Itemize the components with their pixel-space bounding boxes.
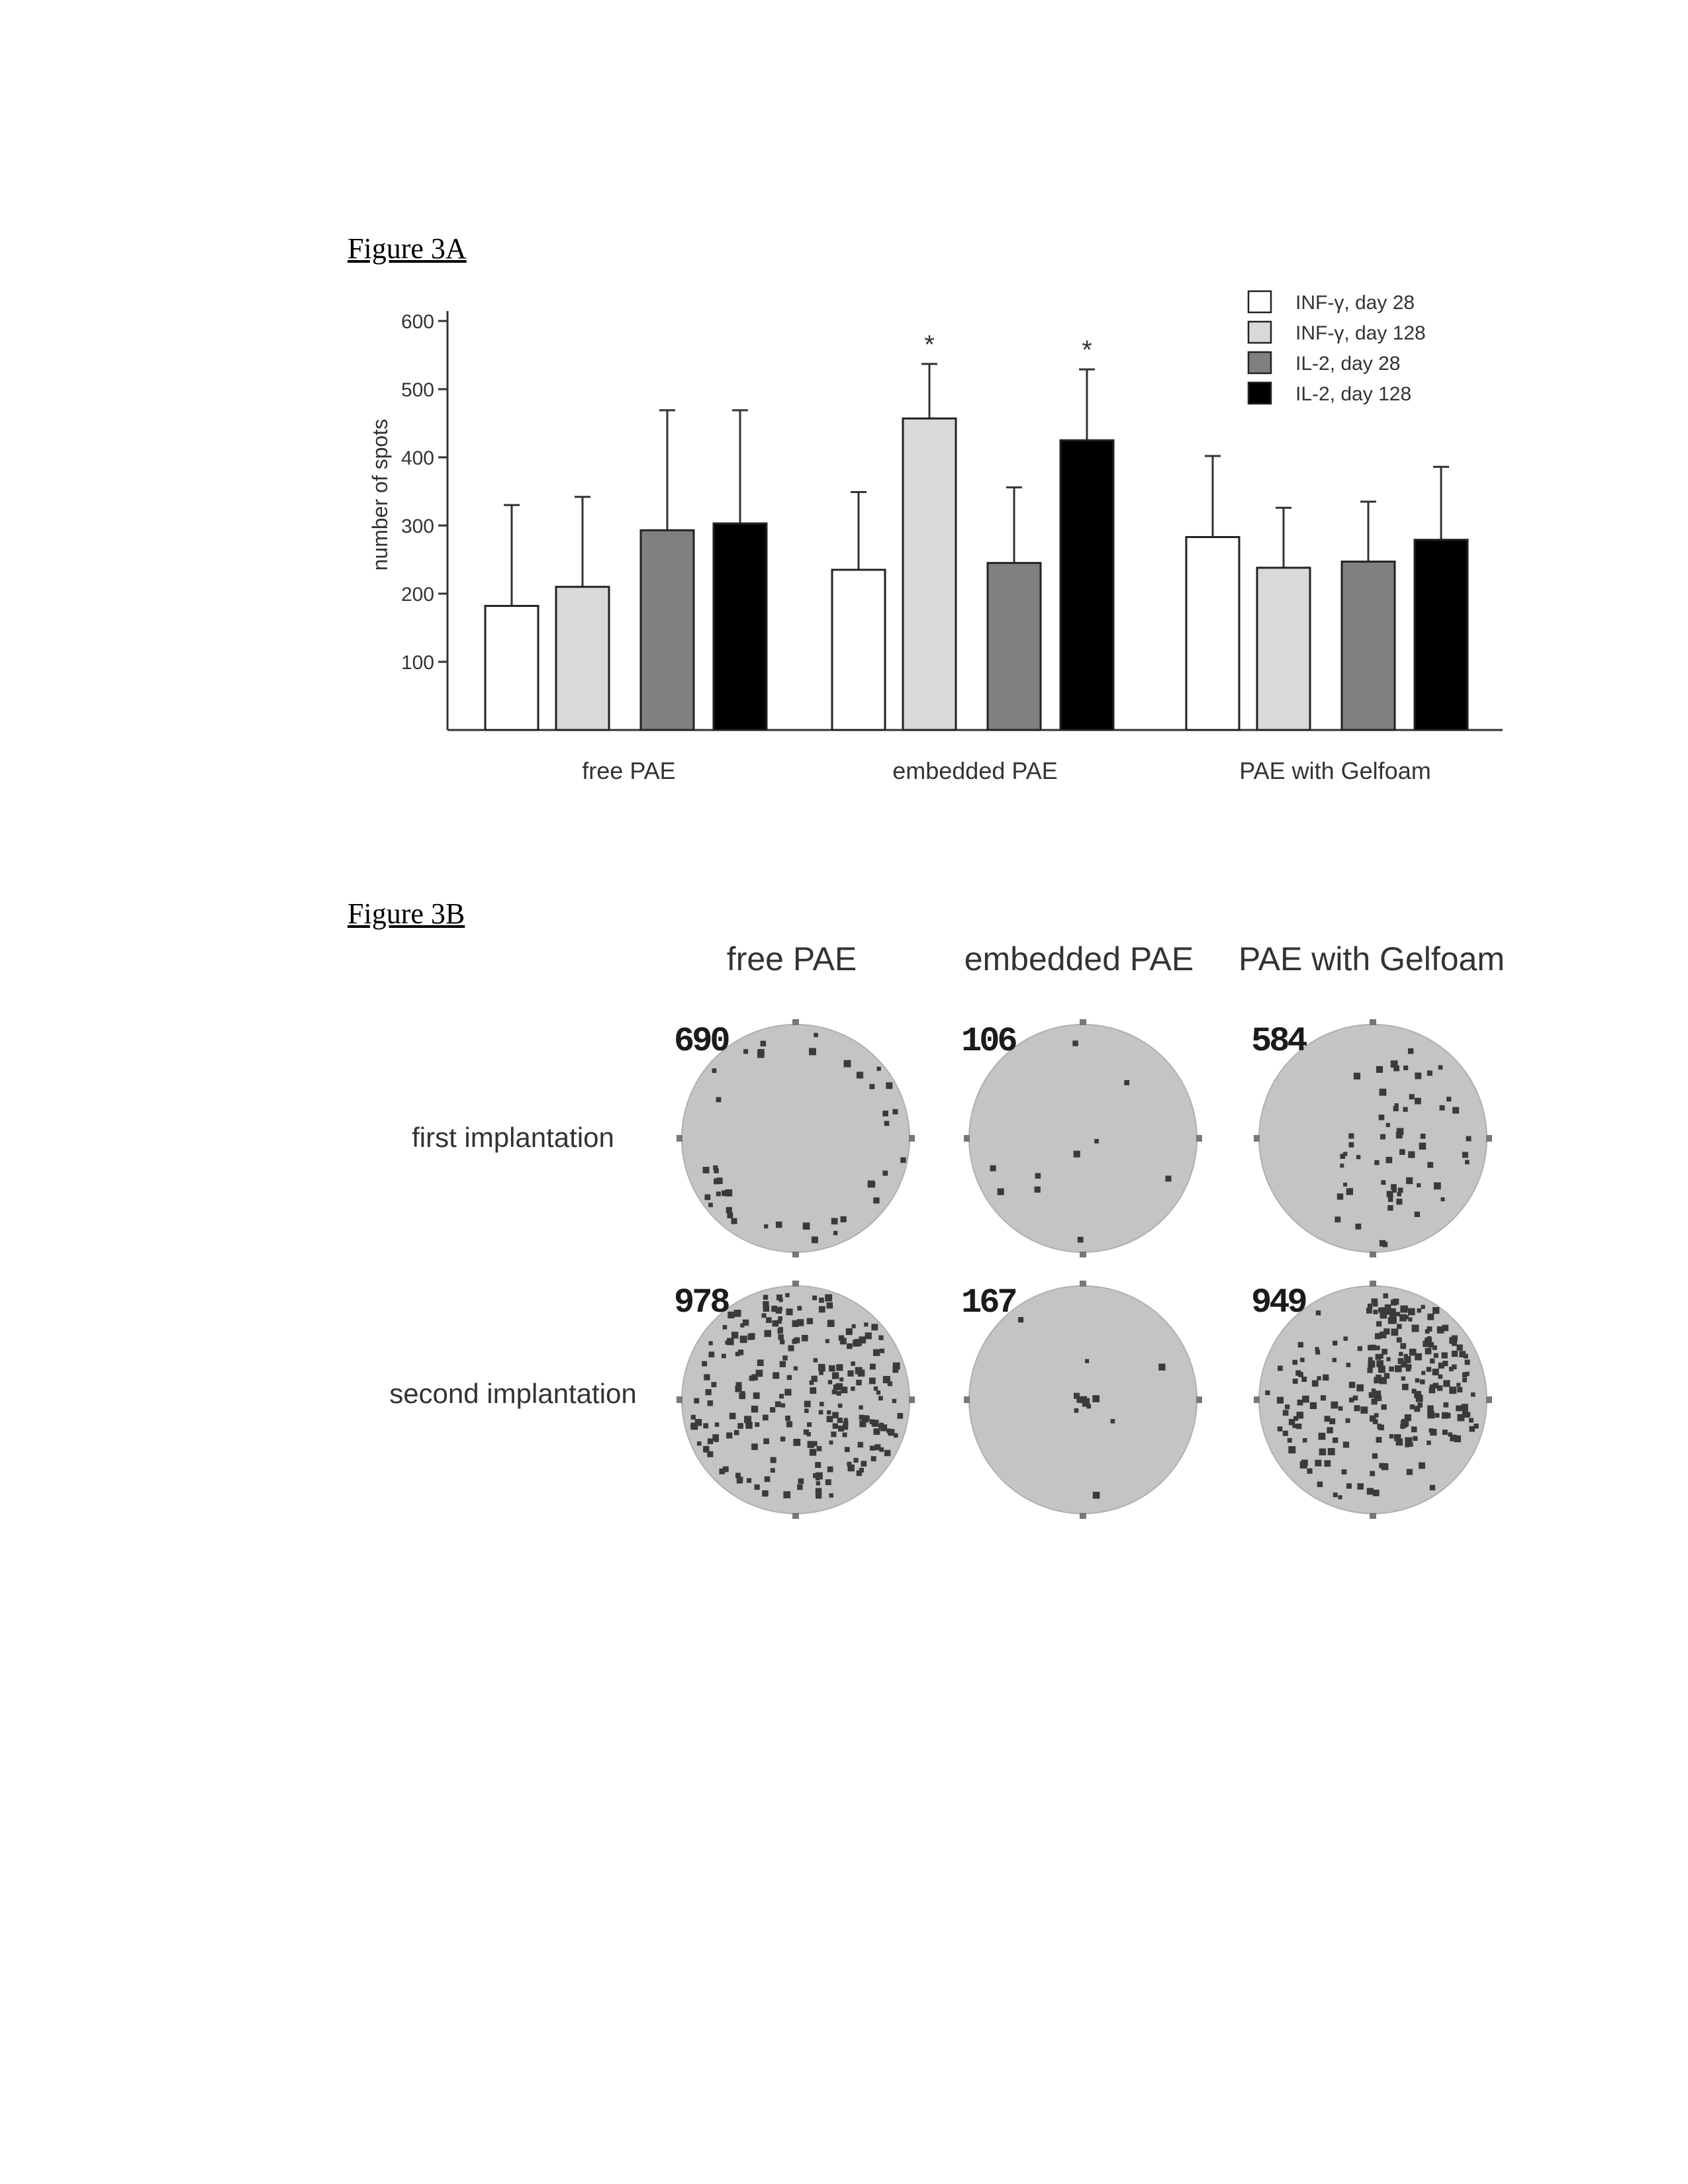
legend-swatch xyxy=(1248,291,1271,312)
bar xyxy=(641,530,694,730)
spot-count-label: 949 xyxy=(1251,1283,1305,1322)
legend-entry: IL-2, day 28 xyxy=(1295,353,1400,375)
spot-count-label: 106 xyxy=(961,1022,1015,1061)
elispot-well: 690 xyxy=(677,1019,915,1257)
legend-entry: INF-γ, day 28 xyxy=(1295,292,1415,314)
y-tick-label-400: 400 xyxy=(401,447,434,469)
bar xyxy=(1186,537,1239,730)
y-tick-label-100: 100 xyxy=(401,652,434,674)
bar-chart: 100 200 300 400 500 600 number of spots free PA… xyxy=(0,0,1688,827)
significance-marker: * xyxy=(924,330,935,359)
y-axis-label: number of spots xyxy=(368,419,392,570)
significance-marker: * xyxy=(1082,336,1092,365)
spot-count-label: 584 xyxy=(1251,1022,1305,1061)
elispot-well: 978 xyxy=(677,1281,915,1519)
column-title-pae-with-gelfoam: PAE with Gelfoam xyxy=(1219,940,1524,978)
column-title-free-pae: free PAE xyxy=(639,940,944,978)
elispot-well: 167 xyxy=(964,1281,1202,1519)
column-title-embedded-pae: embedded PAE xyxy=(927,940,1231,978)
x-category-label: PAE with Gelfoam xyxy=(1239,757,1430,784)
legend-swatch xyxy=(1248,383,1271,404)
elispot-well: 106 xyxy=(964,1019,1202,1257)
legend-entry: IL-2, day 128 xyxy=(1295,383,1411,405)
bar xyxy=(1060,440,1113,730)
bar xyxy=(832,570,885,730)
bar xyxy=(903,418,956,730)
elispot-well: 949 xyxy=(1254,1281,1492,1519)
bar xyxy=(1415,540,1468,730)
y-tick-label-200: 200 xyxy=(401,584,434,606)
bar xyxy=(988,563,1041,730)
x-category-label: free PAE xyxy=(582,757,675,784)
legend-entry: INF-γ, day 128 xyxy=(1295,322,1426,344)
bar xyxy=(714,523,767,730)
row-title-second-implantation: second implantation xyxy=(371,1378,655,1410)
bar xyxy=(1257,568,1310,730)
x-category-label: embedded PAE xyxy=(892,757,1058,784)
bar xyxy=(485,606,538,730)
spot-count-label: 167 xyxy=(961,1283,1015,1322)
figure-3b-label: Figure 3B xyxy=(348,897,465,931)
bar xyxy=(1342,562,1395,730)
legend-swatch xyxy=(1248,352,1271,373)
legend-swatch xyxy=(1248,322,1271,343)
elispot-well: 584 xyxy=(1254,1019,1492,1257)
row-title-first-implantation: first implantation xyxy=(371,1122,655,1154)
y-tick-label-300: 300 xyxy=(401,516,434,537)
y-tick-label-600: 600 xyxy=(401,311,434,333)
spot-count-label: 690 xyxy=(674,1022,728,1061)
bar xyxy=(556,587,609,730)
y-tick-label-500: 500 xyxy=(401,379,434,401)
spot-count-label: 978 xyxy=(674,1283,728,1322)
